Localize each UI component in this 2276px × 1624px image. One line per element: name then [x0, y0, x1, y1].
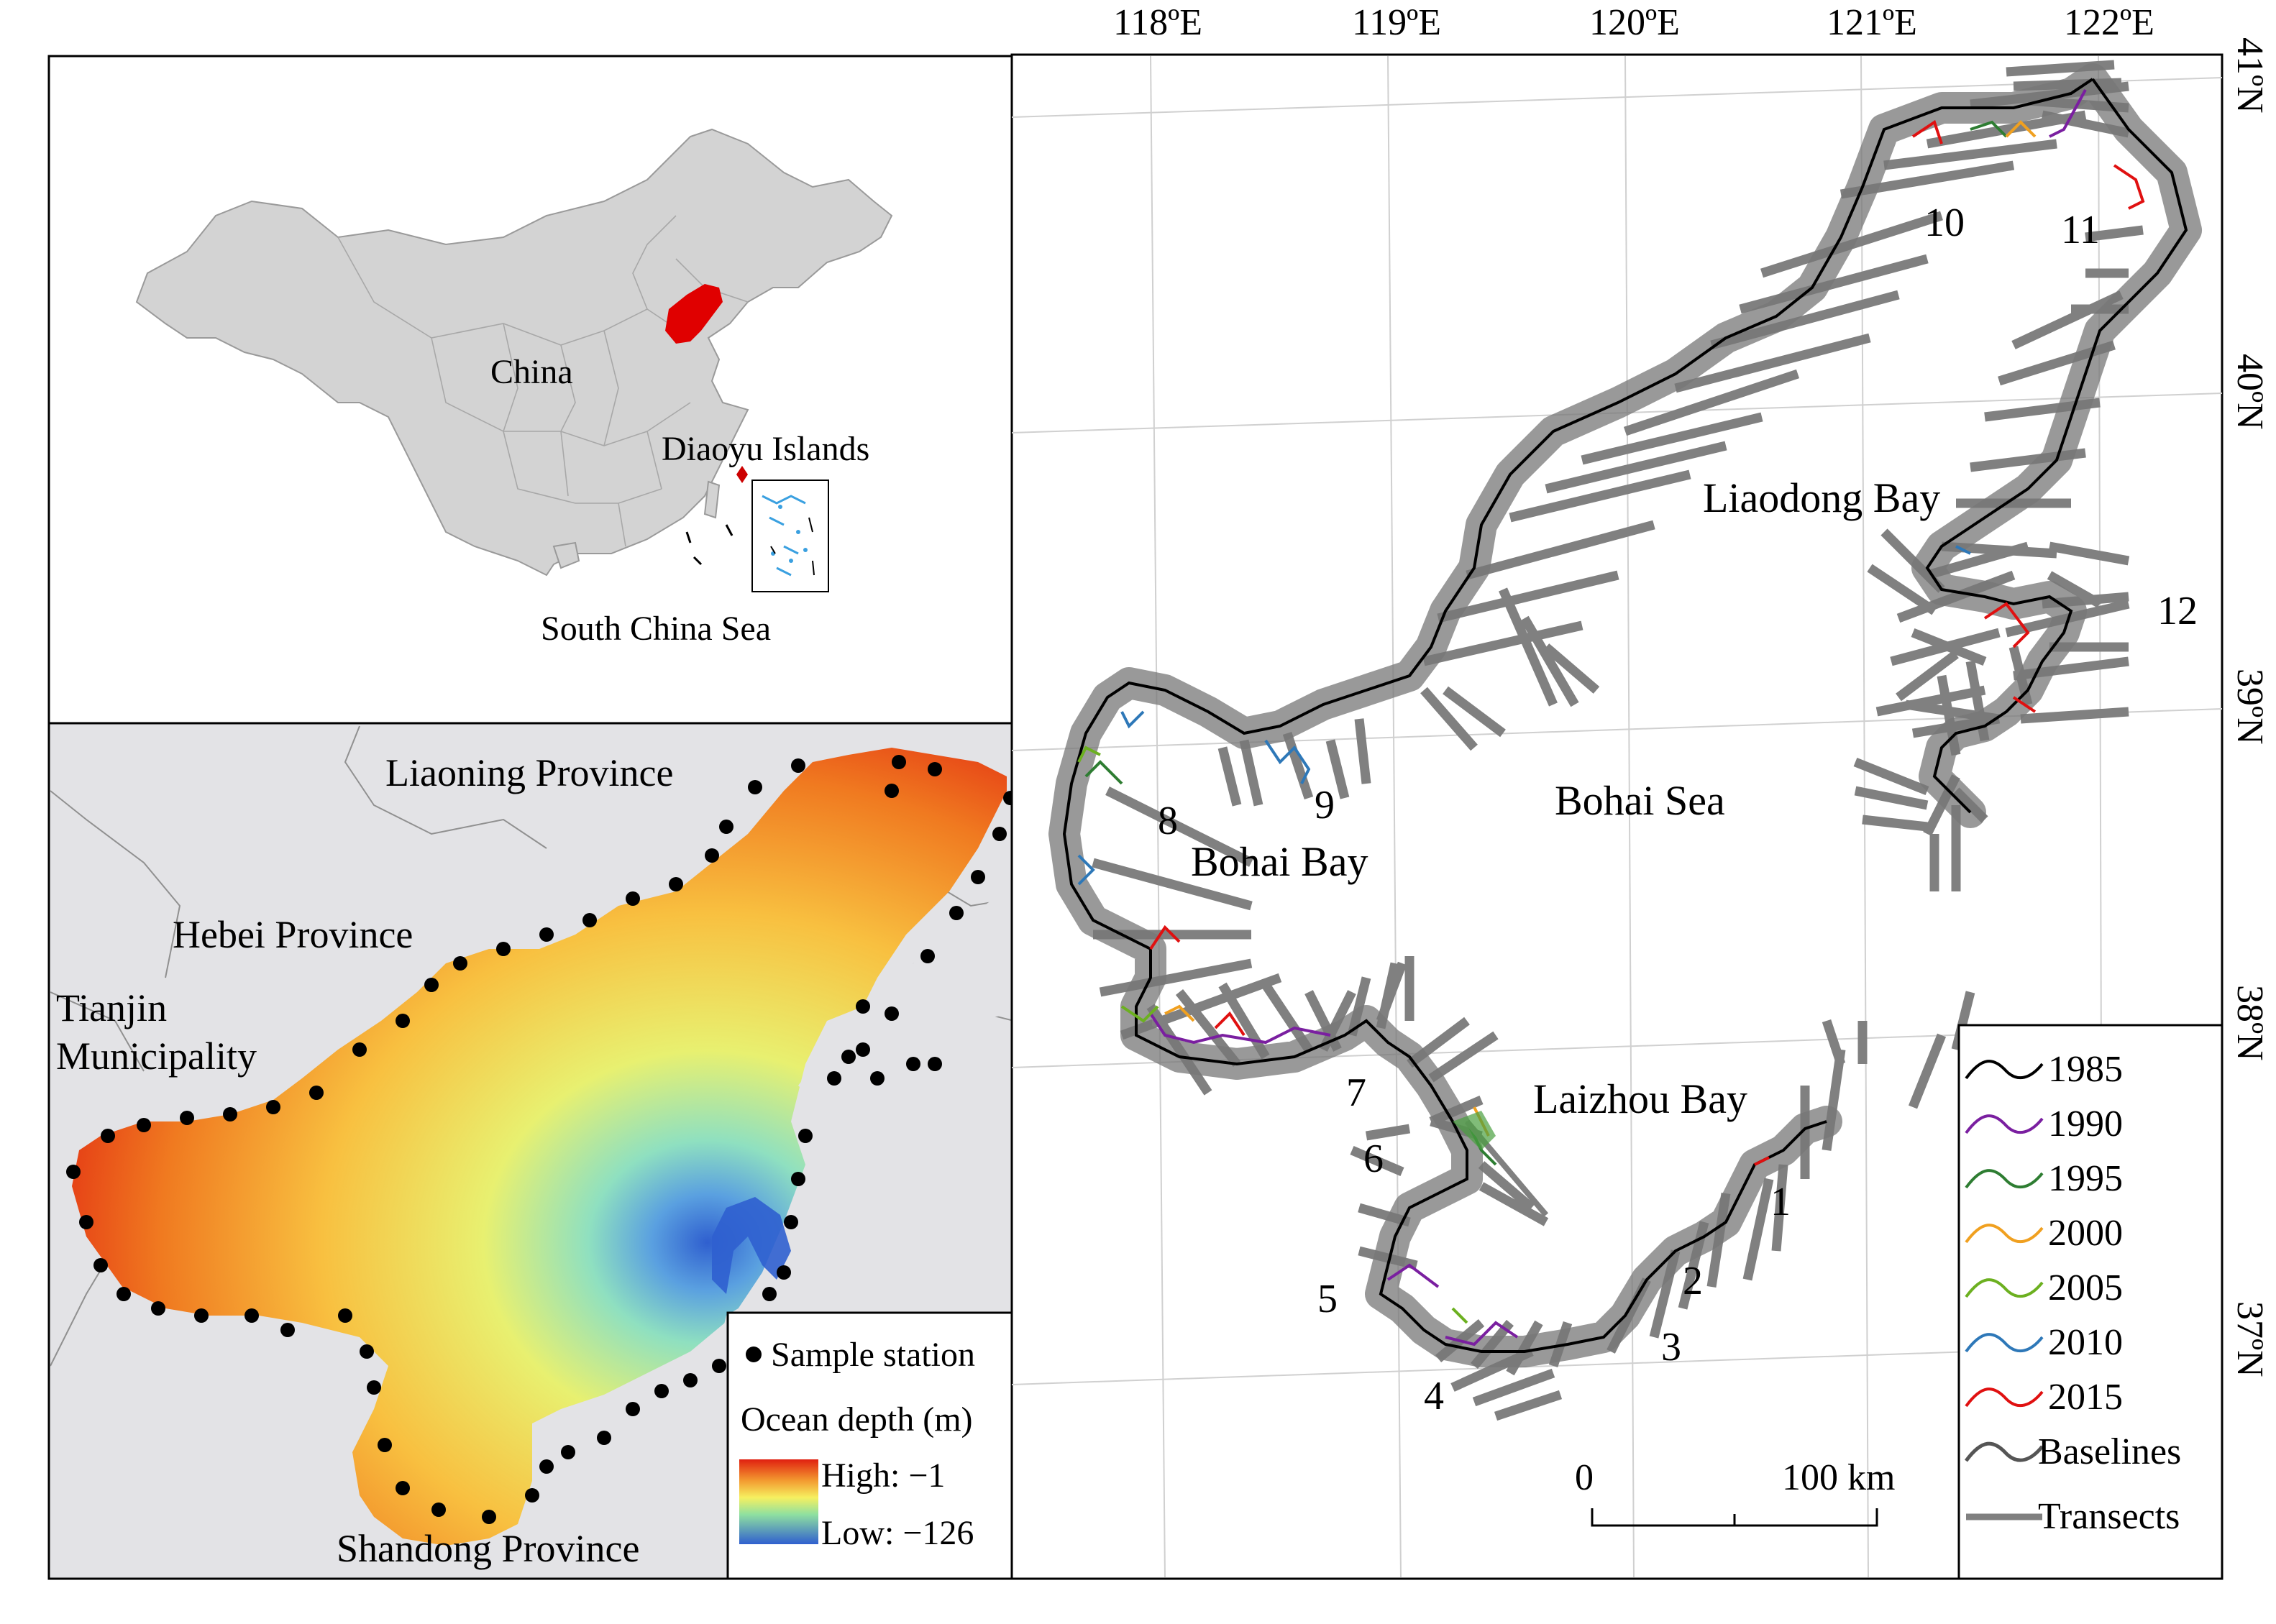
nine-dash-marks: [685, 524, 733, 566]
label-diaoyu-islands: Diaoyu Islands: [662, 430, 869, 468]
label-liaodong-bay: Liaodong Bay: [1703, 474, 1940, 521]
segment-number-2: 2: [1683, 1259, 1703, 1303]
legend-item-2000: 2000: [1965, 1213, 2123, 1254]
svg-text:1985: 1985: [2048, 1049, 2123, 1090]
legend-depth-title: Ocean depth (m): [741, 1400, 973, 1439]
segment-number-8: 8: [1158, 799, 1178, 843]
legend-sample-station: Sample station: [771, 1336, 975, 1374]
svg-text:1990: 1990: [2048, 1104, 2123, 1144]
segment-number-4: 4: [1424, 1374, 1444, 1418]
legend-item-1985: 1985: [1965, 1049, 2123, 1090]
segment-numbers: 1 2 3 4 5 6 7 8 9 10 11 12: [1158, 201, 2198, 1418]
shoreline-2010: [1077, 545, 1971, 886]
lon-label-118: 118ºE: [1113, 2, 1202, 43]
china-province-lines: [337, 215, 749, 547]
segment-number-3: 3: [1661, 1325, 1681, 1370]
label-municipality: Municipality: [56, 1035, 257, 1078]
svg-text:2015: 2015: [2048, 1377, 2123, 1418]
legend-depth-low: Low: −126: [821, 1514, 974, 1552]
legend-depth-high: High: −1: [821, 1456, 945, 1495]
segment-number-6: 6: [1363, 1137, 1384, 1181]
deep-trench-overlay: [712, 1197, 791, 1294]
lat-label-39: 39ºN: [2229, 669, 2270, 745]
label-shandong-province: Shandong Province: [337, 1527, 639, 1570]
lon-label-121: 121ºE: [1827, 2, 1917, 43]
legend-item-1990: 1990: [1965, 1104, 2123, 1144]
lon-label-122: 122ºE: [2064, 2, 2154, 43]
main-map-panel: 118ºE 119ºE 120ºE 121ºE 122ºE 41ºN 40ºN …: [1010, 2, 2270, 1580]
sample-station-legend-dot: [746, 1347, 762, 1362]
segment-number-9: 9: [1315, 783, 1335, 827]
label-tianjin: Tianjin: [56, 986, 167, 1029]
lat-label-40: 40ºN: [2229, 354, 2270, 430]
label-liaoning-province: Liaoning Province: [385, 751, 673, 794]
lon-label-119: 119ºE: [1352, 2, 1441, 43]
longitude-labels: 118ºE 119ºE 120ºE 121ºE 122ºE: [1113, 2, 2154, 43]
depth-color-ramp: [739, 1459, 818, 1544]
china-landmass: [135, 128, 893, 577]
south-china-sea-inset-box: [751, 480, 829, 592]
scale-bar-end: 100 km: [1782, 1457, 1895, 1498]
label-hebei-province: Hebei Province: [173, 913, 413, 956]
svg-text:2005: 2005: [2048, 1267, 2123, 1308]
legend-item-2005: 2005: [1965, 1267, 2123, 1308]
legend-item-transects: Transects: [1966, 1496, 2180, 1537]
shoreline-1990: [1149, 89, 2087, 1347]
shoreline-2015: [1149, 119, 2145, 1166]
taiwan-island: [703, 480, 721, 519]
lat-label-37: 37ºN: [2229, 1301, 2270, 1377]
svg-text:Transects: Transects: [2038, 1496, 2180, 1537]
bathymetry-legend: Sample station Ocean depth (m) High: −1 …: [726, 1311, 1015, 1580]
beijing-tianjin-hebei-highlight: [665, 284, 723, 344]
svg-text:2010: 2010: [2048, 1322, 2123, 1363]
bohai-bathymetry: [72, 748, 1007, 1546]
label-south-china-sea: South China Sea: [541, 610, 771, 648]
china-inset-panel: China Diaoyu Islands South China Sea: [47, 55, 1015, 725]
bathymetry-inset-panel: Liaoning Province Hebei Province Tianjin…: [47, 722, 1015, 1580]
svg-text:2000: 2000: [2048, 1213, 2123, 1254]
shoreline-legend: 1985 1990 1995 2000 2005 2010: [1957, 1024, 2224, 1580]
lat-label-38: 38ºN: [2229, 985, 2270, 1061]
laizhou-fan-fill: [1453, 1111, 1496, 1150]
segment-number-11: 11: [2061, 208, 2100, 252]
segment-number-10: 10: [1924, 201, 1965, 245]
label-china: China: [490, 353, 573, 391]
legend-item-1995: 1995: [1965, 1158, 2123, 1199]
svg-text:1995: 1995: [2048, 1158, 2123, 1199]
svg-text:Baselines: Baselines: [2038, 1431, 2181, 1472]
scale-bar: 0 100 km: [1575, 1457, 1895, 1527]
segment-number-7: 7: [1346, 1070, 1366, 1115]
legend-item-baselines: Baselines: [1964, 1431, 2181, 1472]
segment-number-1: 1: [1770, 1180, 1791, 1224]
hainan-island: [552, 541, 580, 569]
segment-number-12: 12: [2157, 589, 2198, 633]
label-laizhou-bay: Laizhou Bay: [1533, 1075, 1747, 1122]
sample-stations: [66, 755, 1014, 1524]
segment-number-5: 5: [1317, 1277, 1338, 1321]
lon-label-120: 120ºE: [1589, 2, 1680, 43]
latitude-labels: 41ºN 40ºN 39ºN 38ºN 37ºN: [2229, 37, 2270, 1377]
shoreline-2005: [1077, 746, 1468, 1324]
shoreline-1985: [1062, 78, 2188, 1353]
label-bohai-sea: Bohai Sea: [1555, 777, 1725, 824]
legend-item-2015: 2015: [1965, 1377, 2123, 1418]
diaoyu-islands-marker: [736, 466, 748, 483]
scale-bar-zero: 0: [1575, 1457, 1594, 1498]
label-bohai-bay: Bohai Bay: [1191, 838, 1368, 885]
legend-item-2010: 2010: [1965, 1322, 2123, 1363]
lat-label-41: 41ºN: [2229, 37, 2270, 114]
